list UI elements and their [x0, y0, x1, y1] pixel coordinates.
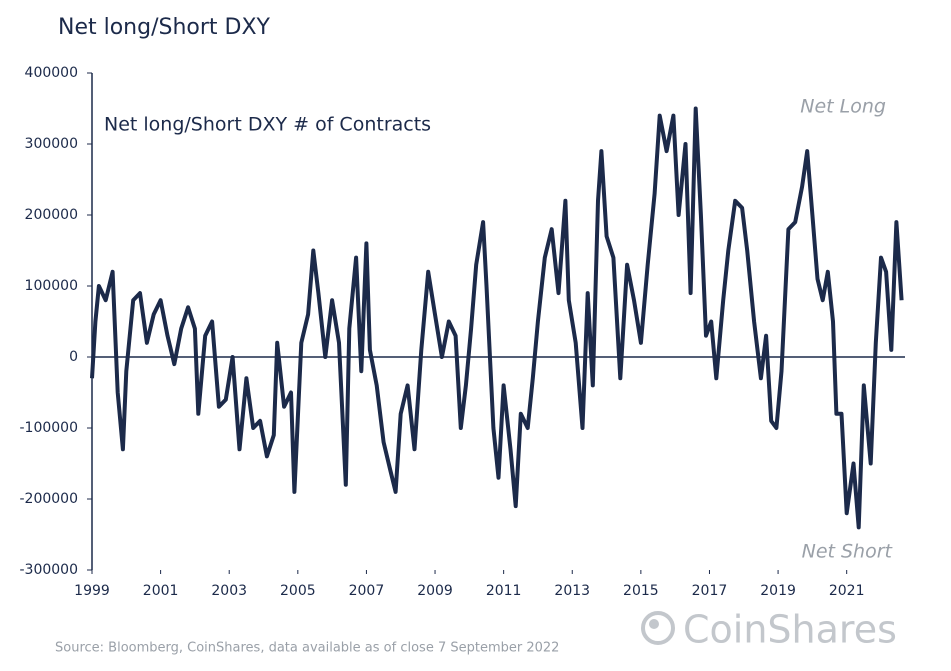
x-tick-label: 2021 [829, 583, 865, 599]
y-tick-label: -100000 [20, 420, 79, 436]
x-tick-label: 2019 [760, 583, 796, 599]
y-tick-label: 200000 [25, 207, 78, 223]
y-tick-label: -200000 [20, 491, 79, 507]
annotation: Net long/Short DXY # of Contracts [104, 114, 431, 136]
x-tick-label: 2009 [417, 583, 453, 599]
x-tick-label: 2011 [486, 583, 522, 599]
x-tick-label: 2003 [211, 583, 247, 599]
source: Source: Bloomberg, CoinShares, data avai… [55, 641, 559, 656]
y-tick-label: 100000 [25, 278, 78, 294]
x-tick-label: 2015 [623, 583, 659, 599]
series-line [90, 106, 904, 530]
annotation: Net Long [800, 96, 886, 118]
brand: CoinShares [683, 608, 897, 652]
x-tick-label: 1999 [74, 583, 110, 599]
y-tick-label: 400000 [25, 65, 78, 81]
x-tick-label: 2013 [554, 583, 590, 599]
x-tick-label: 2001 [143, 583, 179, 599]
logo-icon [641, 611, 675, 645]
x-tick-label: 2007 [349, 583, 385, 599]
x-tick-label: 2017 [692, 583, 728, 599]
x-tick-label: 2005 [280, 583, 316, 599]
y-tick-label: -300000 [20, 562, 79, 578]
annotation: Net Short [802, 541, 894, 563]
y-tick-label: 0 [69, 349, 78, 365]
chart-title: Net long/Short DXY [58, 15, 271, 40]
y-tick-label: 300000 [25, 136, 78, 152]
